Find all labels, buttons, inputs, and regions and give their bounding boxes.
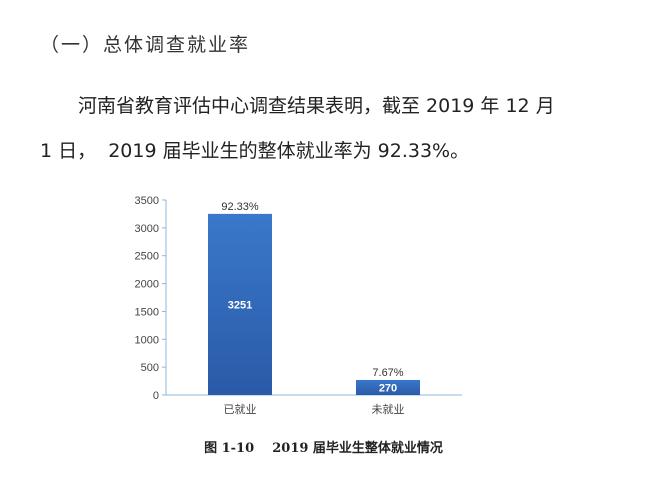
y-tick-label: 3000 [135, 223, 159, 235]
bar-series: 3251 92.33% 270 7.67% [208, 201, 420, 395]
bar-value-label: 3251 [228, 299, 252, 311]
x-category-label: 未就业 [372, 402, 405, 416]
bar-value-label: 270 [379, 382, 397, 394]
summary-paragraph: 河南省教育评估中心调查结果表明，截至 2019 年 12 月 1 日， 2019… [40, 84, 620, 174]
bar-percent-label: 7.67% [372, 367, 403, 379]
bar [208, 213, 272, 395]
y-tick-label: 3500 [135, 195, 159, 207]
y-tick-label: 500 [141, 362, 159, 374]
section-heading: （一）总体调查就业率 [40, 34, 251, 56]
paragraph-line-2: 1 日， 2019 届毕业生的整体就业率为 92.33%。 [40, 140, 470, 162]
y-axis: 0 500 1000 1500 2000 2500 3000 3500 [135, 195, 167, 402]
bar-percent-label: 92.33% [221, 201, 259, 213]
y-tick-label: 1500 [135, 306, 159, 318]
y-tick-label: 2000 [135, 279, 159, 291]
employment-bar-chart: 0 500 1000 1500 2000 2500 3000 3500 已就业 未就业 3251… [135, 195, 462, 416]
bar [356, 379, 420, 395]
y-tick-label: 0 [153, 390, 159, 402]
figure-caption: 图 1-10 2019 届毕业生整体就业情况 [204, 441, 443, 456]
x-category-label: 已就业 [224, 402, 257, 416]
paragraph-line-1: 河南省教育评估中心调查结果表明，截至 2019 年 12 月 [78, 95, 555, 117]
y-tick-label: 2500 [135, 251, 159, 263]
x-axis: 已就业 未就业 [166, 394, 462, 416]
y-tick-label: 1000 [135, 334, 159, 346]
